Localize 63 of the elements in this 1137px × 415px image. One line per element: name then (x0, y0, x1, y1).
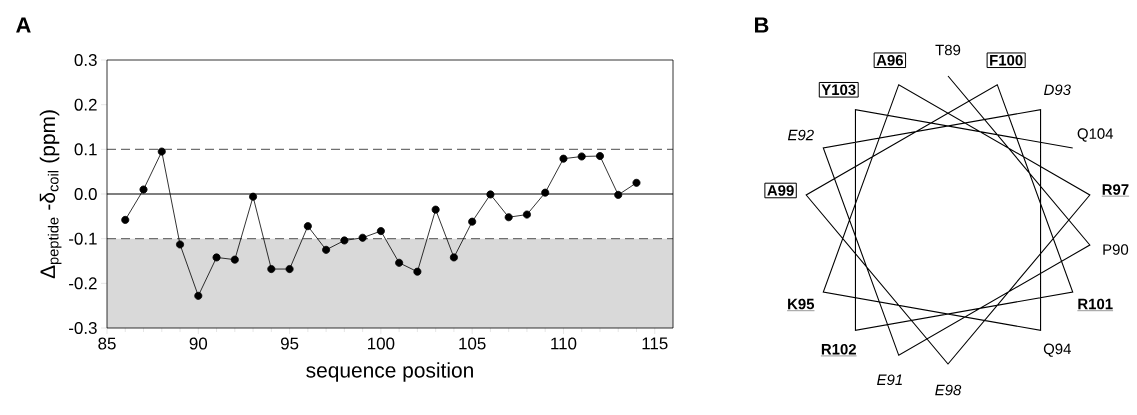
point (395, 258, 404, 267)
text: A99 (767, 185, 794, 196)
point (595, 152, 604, 161)
x-tick-label: 110 (551, 337, 577, 350)
text: R102 (821, 343, 856, 355)
text: Q104 (1077, 128, 1114, 142)
text: Q94 (1043, 343, 1071, 357)
text: B (754, 17, 769, 33)
y-axis-title: Δ$_{peptide}$ -δ$_{coil}$ (ppm) (39, 110, 62, 279)
text: P90 (1103, 244, 1129, 255)
x-tick-label: 95 (280, 337, 299, 350)
y-tick-label: -0.2 (69, 277, 97, 290)
point (212, 253, 221, 262)
y-tick-label: 0.2 (74, 98, 97, 111)
point (614, 190, 623, 199)
point (486, 190, 495, 199)
text: D93 (1044, 84, 1071, 96)
point (468, 217, 477, 226)
chart-title: A (16, 17, 31, 33)
point (559, 154, 568, 163)
x-tick-label: 105 (459, 337, 486, 350)
point (285, 265, 294, 274)
point (522, 210, 531, 219)
text: E92 (787, 129, 814, 141)
text: E91 (877, 374, 902, 386)
point (249, 192, 258, 201)
point (194, 291, 203, 300)
point (504, 213, 513, 222)
point (541, 188, 550, 197)
point (376, 227, 385, 236)
x-tick-label: 85 (98, 337, 116, 350)
point (577, 152, 586, 161)
point (449, 253, 458, 262)
text: E98 (935, 384, 962, 396)
point (157, 147, 166, 156)
x-tick-label: 100 (368, 337, 395, 350)
x-tick-label: 115 (642, 337, 668, 350)
point (413, 267, 422, 276)
point (340, 236, 349, 245)
y-tick-label: -0.1 (69, 232, 97, 245)
point (176, 240, 185, 249)
y-tick-label: 0.1 (74, 143, 97, 156)
text: Y103 (821, 84, 856, 96)
text: F100 (990, 54, 1023, 66)
point (322, 245, 331, 254)
point (358, 233, 367, 242)
point (230, 255, 239, 264)
point (267, 265, 276, 274)
point (139, 185, 148, 194)
point (303, 222, 312, 231)
y-tick-label: 0.0 (74, 188, 97, 200)
text: T89 (935, 44, 961, 56)
point (632, 178, 641, 187)
x-axis-title: sequence position (306, 362, 473, 382)
text: R101 (1078, 298, 1113, 310)
point (431, 205, 440, 214)
text: A96 (876, 54, 904, 66)
x-tick-label: 90 (189, 337, 208, 350)
text: R97 (1102, 184, 1129, 195)
point (121, 215, 130, 224)
text: K95 (788, 298, 815, 310)
y-tick-label: 0.3 (74, 54, 97, 66)
y-tick-label: -0.3 (69, 322, 97, 334)
